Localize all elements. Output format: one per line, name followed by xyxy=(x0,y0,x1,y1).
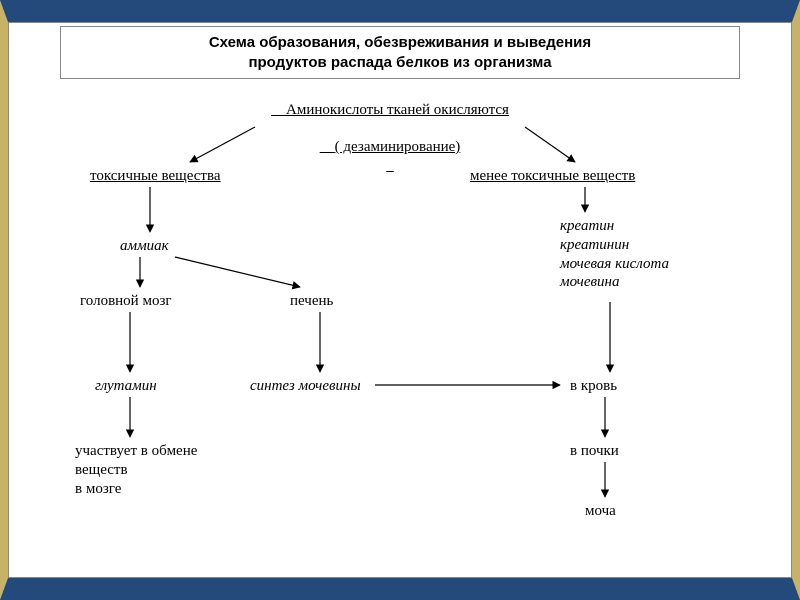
diagram-canvas: Аминокислоты тканей окисляются ( дезамин… xyxy=(30,82,770,570)
node-less-toxic: менее токсичные веществ xyxy=(470,167,635,186)
node-urea-synth: синтез мочевины xyxy=(250,377,361,396)
node-to-kidneys: в почки xyxy=(570,442,619,461)
node-toxic: токсичные вещества xyxy=(90,167,221,186)
node-urine: моча xyxy=(585,502,616,521)
node-liver: печень xyxy=(290,292,333,311)
root-line2: ( дезаминирование) xyxy=(335,139,461,155)
root-line1: Аминокислоты тканей окисляются xyxy=(286,102,509,118)
title-box: Схема образования, обезвреживания и выве… xyxy=(60,26,740,79)
node-to-blood: в кровь xyxy=(570,377,617,396)
title-line-1: Схема образования, обезвреживания и выве… xyxy=(209,34,591,51)
title-line-2: продуктов распада белков из организма xyxy=(248,54,551,71)
node-root: Аминокислоты тканей окисляются ( дезамин… xyxy=(271,82,509,176)
node-brain: головной мозг xyxy=(80,292,172,311)
node-list-right: креатин креатинин мочевая кислота мочеви… xyxy=(560,217,669,292)
node-glutamine: глутамин xyxy=(95,377,157,396)
node-metabolism: участвует в обмене веществ в мозге xyxy=(75,442,197,498)
node-ammonia: аммиак xyxy=(120,237,169,256)
